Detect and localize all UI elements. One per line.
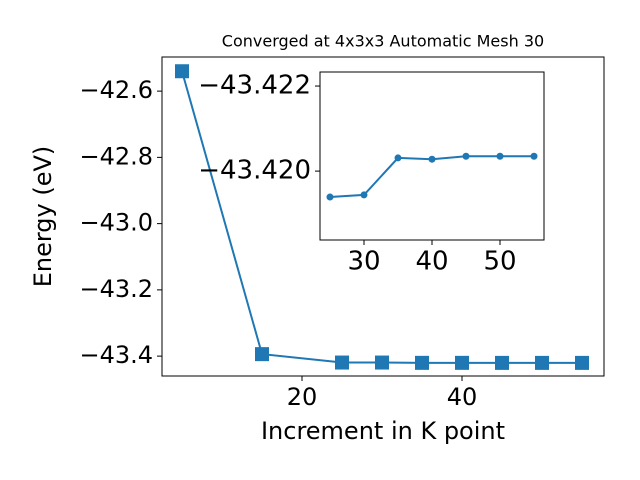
marker	[326, 193, 334, 201]
x-tick-label: 30	[347, 247, 380, 277]
axes-frame	[161, 56, 605, 377]
marker	[375, 355, 389, 370]
y-axis-label: Energy (eV)	[29, 146, 57, 288]
x-axis-label: Increment in K point	[261, 417, 505, 445]
marker	[530, 152, 538, 160]
marker	[360, 191, 368, 199]
chart-title: Converged at 4x3x3 Automatic Mesh 30	[222, 32, 544, 51]
x-tick-label: 40	[415, 247, 448, 277]
marker	[394, 154, 402, 162]
marker	[175, 64, 189, 79]
y-tick-label: −43.0	[79, 209, 153, 237]
marker	[335, 355, 349, 370]
x-tick-label: 40	[447, 383, 478, 411]
y-tick-label: −42.6	[79, 76, 153, 104]
y-tick-label: −43.422	[198, 71, 311, 101]
marker	[535, 355, 549, 370]
marker	[428, 155, 436, 163]
y-tick-label: −43.4	[79, 341, 153, 369]
marker	[575, 355, 589, 370]
marker	[455, 355, 469, 370]
x-tick-label: 50	[483, 247, 516, 277]
x-tick-label: 20	[287, 383, 318, 411]
axes-frame	[319, 71, 545, 241]
marker	[462, 152, 470, 160]
y-tick-label: −42.8	[79, 142, 153, 170]
marker	[415, 355, 429, 370]
y-tick-label: −43.2	[79, 275, 153, 303]
marker	[496, 152, 504, 160]
y-tick-label: −43.420	[198, 156, 311, 186]
marker	[255, 347, 269, 362]
marker	[495, 355, 509, 370]
